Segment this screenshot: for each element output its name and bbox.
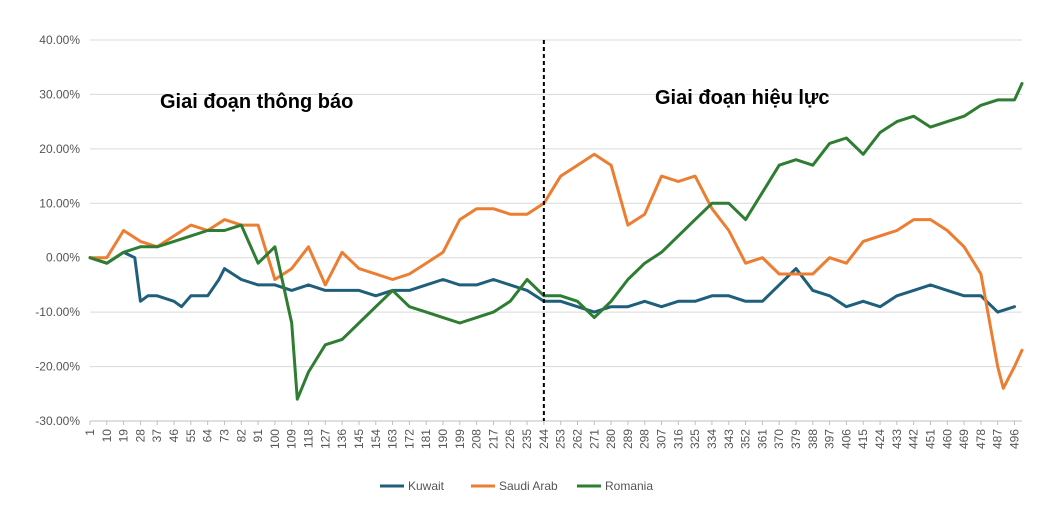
gridlines — [90, 39, 1022, 422]
series-lines — [88, 82, 1024, 401]
x-tick-label: 352 — [739, 429, 753, 449]
x-tick-label: 334 — [705, 429, 719, 449]
series-line-romania — [88, 82, 1024, 401]
x-tick-label: 55 — [184, 429, 198, 443]
x-tick-label: 145 — [352, 429, 366, 449]
y-tick-label: 10.00% — [39, 196, 80, 210]
x-axis: 1 10 19 28 37 46 55 64 73 82 91 100 109 118 127 136 145 1… — [83, 420, 1022, 449]
x-tick-label: 487 — [991, 429, 1005, 449]
legend-label: Kuwait — [408, 479, 445, 493]
x-tick-label: 442 — [907, 429, 921, 449]
x-tick-label: 397 — [823, 429, 837, 449]
x-tick-label: 361 — [755, 429, 769, 449]
x-tick-label: 343 — [722, 429, 736, 449]
y-axis: 40.00% 30.00% 20.00% 10.00% 0.00% -10.00% -20.… — [35, 33, 80, 428]
legend-label: Romania — [605, 479, 653, 493]
x-tick-label: 19 — [117, 429, 131, 443]
x-tick-label: 280 — [604, 429, 618, 449]
x-tick-label: 316 — [671, 429, 685, 449]
x-tick-label: 424 — [873, 429, 887, 449]
x-tick-label: 460 — [940, 429, 954, 449]
x-tick-label: 91 — [251, 429, 265, 443]
x-tick-label: 388 — [806, 429, 820, 449]
y-tick-label: 0.00% — [46, 251, 80, 265]
legend-label: Saudi Arab — [499, 479, 558, 493]
x-tick-label: 208 — [470, 429, 484, 449]
x-tick-label: 109 — [285, 429, 299, 449]
x-tick-label: 28 — [133, 429, 147, 443]
y-tick-label: -30.00% — [35, 414, 80, 428]
x-tick-label: 190 — [436, 429, 450, 449]
x-tick-label: 136 — [335, 429, 349, 449]
x-tick-label: 307 — [655, 429, 669, 449]
x-tick-label: 10 — [100, 429, 114, 443]
x-tick-label: 271 — [587, 429, 601, 449]
x-tick-label: 244 — [537, 429, 551, 449]
x-tick-label: 1 — [83, 429, 97, 436]
x-tick-label: 478 — [974, 429, 988, 449]
annotation-announcement-phase: Giai đoạn thông báo — [160, 91, 353, 113]
x-tick-label: 73 — [217, 429, 231, 443]
x-tick-label: 451 — [923, 429, 937, 449]
x-tick-label: 406 — [839, 429, 853, 449]
x-tick-label: 235 — [520, 429, 534, 449]
x-tick-label: 289 — [621, 429, 635, 449]
x-tick-label: 172 — [402, 429, 416, 449]
y-tick-label: 40.00% — [39, 33, 80, 47]
x-tick-label: 217 — [486, 429, 500, 449]
y-tick-label: 20.00% — [39, 142, 80, 156]
x-tick-label: 82 — [234, 429, 248, 443]
x-tick-label: 199 — [453, 429, 467, 449]
x-tick-label: 253 — [554, 429, 568, 449]
x-tick-label: 415 — [856, 429, 870, 449]
x-tick-label: 118 — [302, 429, 316, 448]
y-tick-label: -20.00% — [35, 360, 80, 374]
x-tick-label: 325 — [688, 429, 702, 449]
annotation-effective-phase: Giai đoạn hiệu lực — [655, 87, 830, 109]
x-tick-label: 127 — [318, 429, 332, 449]
y-tick-label: -10.00% — [35, 305, 80, 319]
x-tick-label: 64 — [201, 429, 215, 443]
x-tick-label: 181 — [419, 429, 433, 449]
series-line-kuwait — [88, 250, 1016, 314]
x-tick-label: 469 — [957, 429, 971, 449]
x-tick-label: 298 — [638, 429, 652, 449]
series-line-saudi-arab — [88, 152, 1024, 390]
x-tick-label: 262 — [570, 429, 584, 449]
x-tick-label: 37 — [150, 429, 164, 443]
x-tick-label: 100 — [268, 429, 282, 449]
x-tick-label: 46 — [167, 429, 181, 443]
x-tick-label: 433 — [890, 429, 904, 449]
x-tick-label: 379 — [789, 429, 803, 449]
x-tick-label: 226 — [503, 429, 517, 449]
y-tick-label: 30.00% — [39, 87, 80, 101]
legend: Kuwait Saudi Arab Romania — [380, 479, 653, 493]
x-tick-label: 154 — [369, 429, 383, 449]
x-tick-label: 370 — [772, 429, 786, 449]
x-tick-label: 163 — [386, 429, 400, 449]
x-tick-label: 496 — [1008, 429, 1022, 449]
